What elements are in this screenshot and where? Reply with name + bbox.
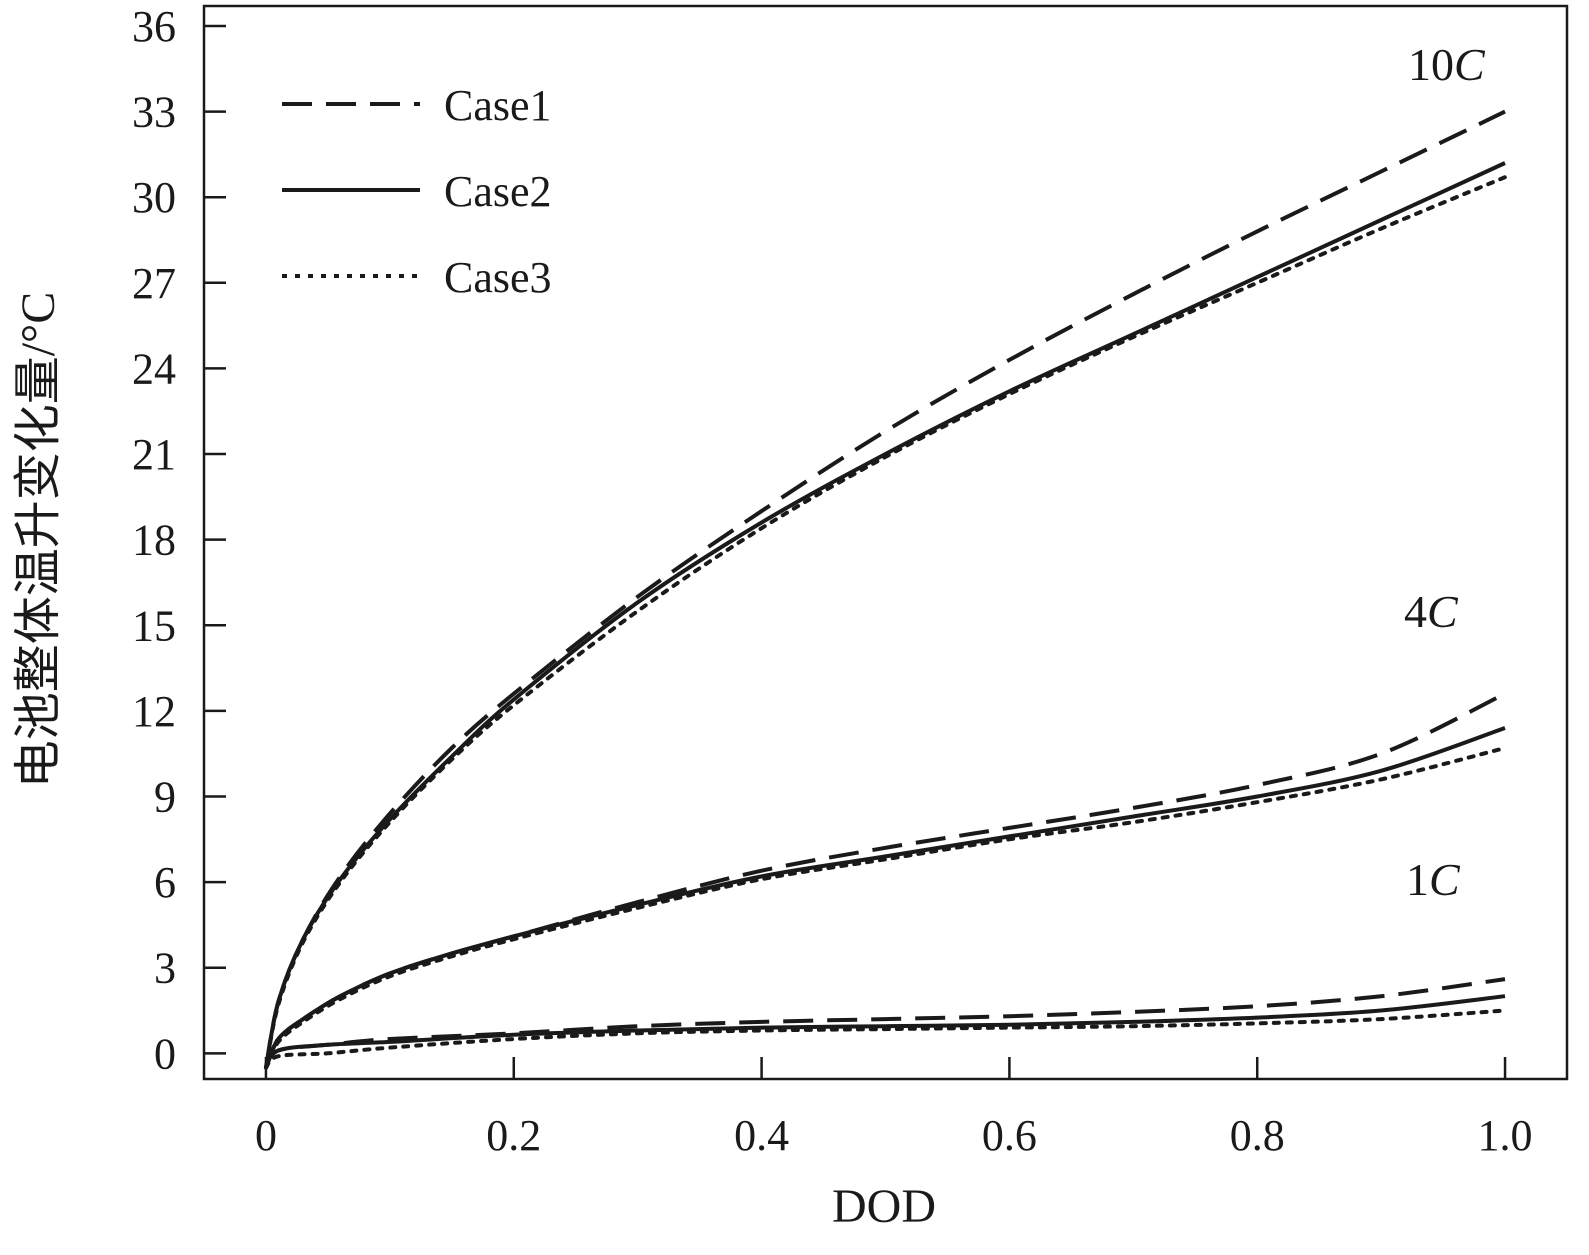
x-tick-label: 0 — [255, 1111, 277, 1160]
y-tick-label: 15 — [132, 601, 176, 650]
x-ticks: 0 0.2 0.4 0.6 0.8 1.0 — [255, 1057, 1533, 1160]
y-axis-title: 电池整体温升变化量/°C — [12, 292, 65, 789]
plot-frame — [202, 4, 1569, 1081]
series-case2-10c — [264, 161, 1506, 1068]
series-case1-1c — [264, 977, 1506, 1069]
rate-label-10c: 10C — [1408, 39, 1486, 90]
y-tick-label: 9 — [154, 772, 176, 821]
series-case2-1c — [264, 994, 1506, 1069]
y-tick-label: 24 — [132, 344, 176, 393]
rate-label-4c: 4C — [1404, 586, 1459, 637]
y-tick-label: 3 — [154, 944, 176, 993]
y-tick-label: 21 — [132, 430, 176, 479]
x-tick-label: 0.8 — [1230, 1111, 1285, 1160]
x-axis-title: DOD — [832, 1180, 936, 1233]
x-tick-label: 0.4 — [734, 1111, 789, 1160]
y-tick-label: 36 — [132, 2, 176, 51]
legend-label-case2: Case2 — [444, 167, 552, 216]
legend-label-case3: Case3 — [444, 253, 552, 302]
legend: Case1 Case2 Case3 — [282, 81, 552, 302]
legend-label-case1: Case1 — [444, 81, 552, 130]
y-tick-label: 12 — [132, 687, 176, 736]
series-lines — [264, 109, 1507, 1070]
rate-label-1c: 1C — [1406, 854, 1461, 905]
y-tick-label: 18 — [132, 516, 176, 565]
y-tick-label: 33 — [132, 88, 176, 137]
series-case2-4c — [264, 726, 1506, 1069]
series-case3-4c — [264, 746, 1507, 1070]
x-tick-label: 1.0 — [1478, 1111, 1533, 1160]
series-case3-1c — [264, 1008, 1507, 1070]
x-tick-label: 0.2 — [486, 1111, 541, 1160]
y-tick-label: 6 — [154, 858, 176, 907]
y-tick-label: 0 — [154, 1029, 176, 1078]
y-tick-label: 30 — [132, 173, 176, 222]
series-case3-10c — [264, 175, 1507, 1070]
x-tick-label: 0.6 — [982, 1111, 1037, 1160]
y-tick-label: 27 — [132, 259, 176, 308]
